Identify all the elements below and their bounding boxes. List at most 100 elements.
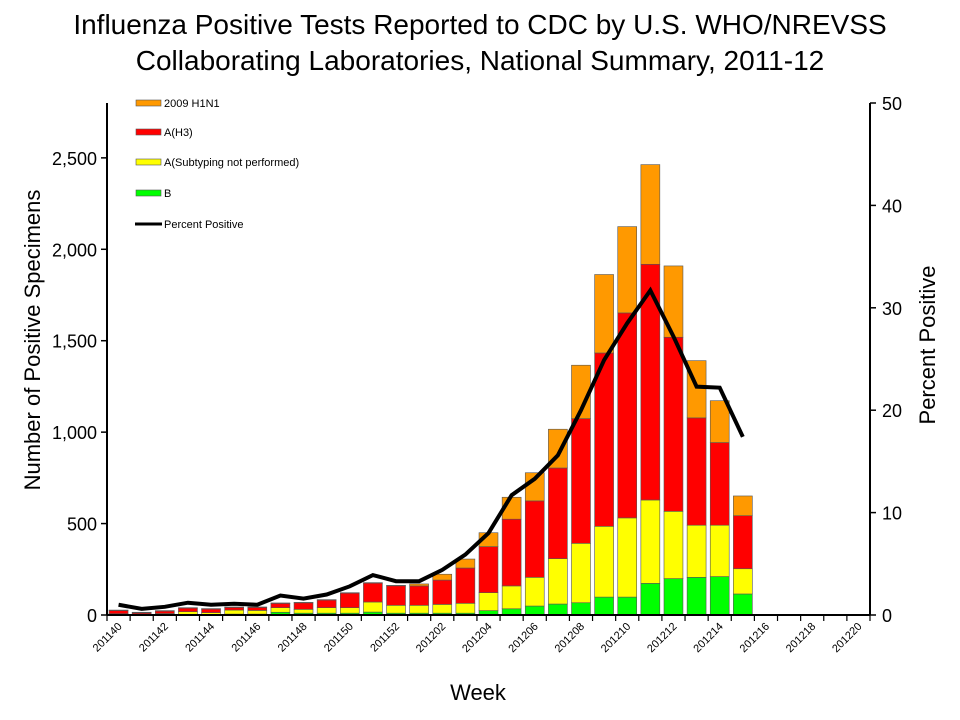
- chart-title-line-2: Collaborating Laboratories, National Sum…: [135, 45, 825, 76]
- bar-segment-2009-h1n1: [224, 606, 244, 608]
- bar-segment-2009-h1n1: [594, 274, 614, 354]
- bar-segment-a-subtyping-not-performed-: [224, 609, 244, 615]
- y2-tick-label: 20: [882, 401, 902, 421]
- bar-segment-a-subtyping-not-performed-: [501, 585, 522, 610]
- y2-tick-label: 50: [882, 94, 902, 114]
- legend-swatch-b: [135, 189, 162, 197]
- x-tick-label: 201210: [599, 621, 633, 655]
- bars: [108, 164, 753, 616]
- percent-positive-line: [118, 286, 745, 611]
- y-axis-label: Number of Positive Specimens: [20, 190, 45, 491]
- legend-label-a-subtyping-not-performed-: A(Subtyping not performed): [164, 157, 299, 169]
- bar-segment-2009-h1n1: [617, 226, 638, 314]
- bar-segment-a-subtyping-not-performed-: [409, 605, 429, 614]
- bar-segment-a-h3-: [270, 602, 291, 608]
- bar-segment-2009-h1n1: [108, 609, 129, 611]
- x-tick-label: 201142: [137, 621, 171, 655]
- bar-segment-2009-h1n1: [316, 599, 337, 601]
- y2-tick-label: 0: [882, 606, 892, 626]
- bar-segment-2009-h1n1: [155, 610, 175, 612]
- y-tick-label: 2,000: [52, 240, 97, 260]
- bar-segment-2009-h1n1: [339, 592, 360, 594]
- x-tick-label: 201152: [368, 621, 402, 655]
- bar-segment-2009-h1n1: [386, 585, 406, 587]
- bar-segment-2009-h1n1: [640, 164, 661, 265]
- x-tick-label: 201206: [506, 621, 540, 655]
- legend-swatch-a-h3-: [135, 128, 162, 136]
- legend-label-b: B: [164, 188, 171, 200]
- bar-segment-b: [663, 578, 684, 616]
- y-tick-label: 1,500: [52, 332, 97, 352]
- bar-segment-2009-h1n1: [733, 495, 753, 517]
- bar-segment-a-subtyping-not-performed-: [247, 610, 268, 615]
- bar-segment-2009-h1n1: [293, 602, 314, 604]
- x-tick-label: 201150: [322, 621, 356, 655]
- x-tick-label: 201202: [414, 621, 448, 655]
- bar-segment-2009-h1n1: [131, 611, 152, 614]
- x-tick-label: 201212: [645, 621, 679, 655]
- y2-tick-label: 30: [882, 299, 902, 319]
- x-tick-label: 201218: [784, 621, 818, 655]
- bar-segment-a-h3-: [432, 579, 453, 605]
- legend: 2009 H1N1 A(H3) A(Subtyping not performed)…: [135, 98, 299, 231]
- bar-segment-2009-h1n1: [409, 583, 429, 587]
- y-tick-label: 0: [87, 606, 97, 626]
- legend-swatch-a-subtyping-not-performed-: [135, 158, 162, 166]
- axes: 0 500 1,000 1,500 2,000 2,500 0 10 20 30 40 50 20114…: [52, 94, 902, 655]
- legend-label-percent-positive: Percent Positive: [164, 219, 243, 231]
- bar-segment-2009-h1n1: [270, 602, 291, 604]
- bar-segment-2009-h1n1: [178, 607, 198, 609]
- bar-segment-a-h3-: [733, 515, 753, 570]
- bar-segment-b: [709, 576, 730, 616]
- bar-segment-a-subtyping-not-performed-: [594, 526, 614, 598]
- bar-segment-a-subtyping-not-performed-: [386, 605, 406, 614]
- bar-segment-a-subtyping-not-performed-: [709, 524, 730, 577]
- x-tick-label: 201148: [276, 621, 310, 655]
- bar-segment-2009-h1n1: [247, 606, 268, 608]
- bar-segment-a-subtyping-not-performed-: [524, 577, 545, 607]
- x-tick-label: 201214: [691, 621, 725, 655]
- percent-positive-line-group: [118, 286, 745, 611]
- bar-segment-a-h3-: [617, 312, 638, 519]
- bar-segment-a-h3-: [108, 610, 129, 615]
- bar-segment-a-subtyping-not-performed-: [270, 607, 291, 613]
- bar-segment-a-h3-: [316, 599, 337, 608]
- chart-title-line-1: Influenza Positive Tests Reported to CDC…: [73, 9, 887, 40]
- bar-segment-a-h3-: [386, 585, 406, 606]
- bar-segment-b: [594, 596, 614, 616]
- bar-segment-a-subtyping-not-performed-: [548, 558, 568, 605]
- x-tick-label: 201204: [460, 621, 494, 655]
- bar-segment-a-h3-: [478, 546, 499, 593]
- bar-segment-a-h3-: [339, 592, 360, 608]
- bar-segment-a-h3-: [293, 602, 314, 610]
- bar-segment-2009-h1n1: [363, 582, 383, 584]
- bar-segment-a-h3-: [247, 607, 268, 611]
- bar-segment-a-subtyping-not-performed-: [363, 601, 383, 613]
- bar-segment-a-subtyping-not-performed-: [432, 604, 453, 614]
- bar-segment-b: [733, 593, 753, 616]
- bar-segment-b: [640, 583, 661, 616]
- bar-segment-a-subtyping-not-performed-: [617, 517, 638, 598]
- bar-segment-a-subtyping-not-performed-: [478, 592, 499, 611]
- bar-segment-b: [686, 577, 707, 616]
- y-tick-label: 2,500: [52, 149, 97, 169]
- bar-segment-a-h3-: [178, 607, 198, 613]
- bar-segment-a-subtyping-not-performed-: [663, 511, 684, 579]
- bar-segment-a-h3-: [686, 417, 707, 526]
- bar-segment-a-h3-: [455, 567, 476, 604]
- bar-segment-a-h3-: [501, 518, 522, 587]
- bar-segment-a-h3-: [409, 585, 429, 606]
- legend-label-a-h3-: A(H3): [164, 127, 193, 139]
- bar-segment-a-h3-: [663, 336, 684, 512]
- y2-tick-label: 40: [882, 196, 902, 216]
- bar-segment-2009-h1n1: [455, 558, 476, 569]
- legend-label-2009-h1n1: 2009 H1N1: [164, 98, 220, 110]
- y2-tick-label: 10: [882, 504, 902, 524]
- x-axis-label: Week: [450, 680, 507, 705]
- y-tick-label: 1,000: [52, 423, 97, 443]
- bar-segment-b: [524, 605, 545, 616]
- bar-segment-a-subtyping-not-performed-: [686, 524, 707, 578]
- y-tick-label: 500: [67, 515, 97, 535]
- x-tick-label: 201216: [738, 621, 772, 655]
